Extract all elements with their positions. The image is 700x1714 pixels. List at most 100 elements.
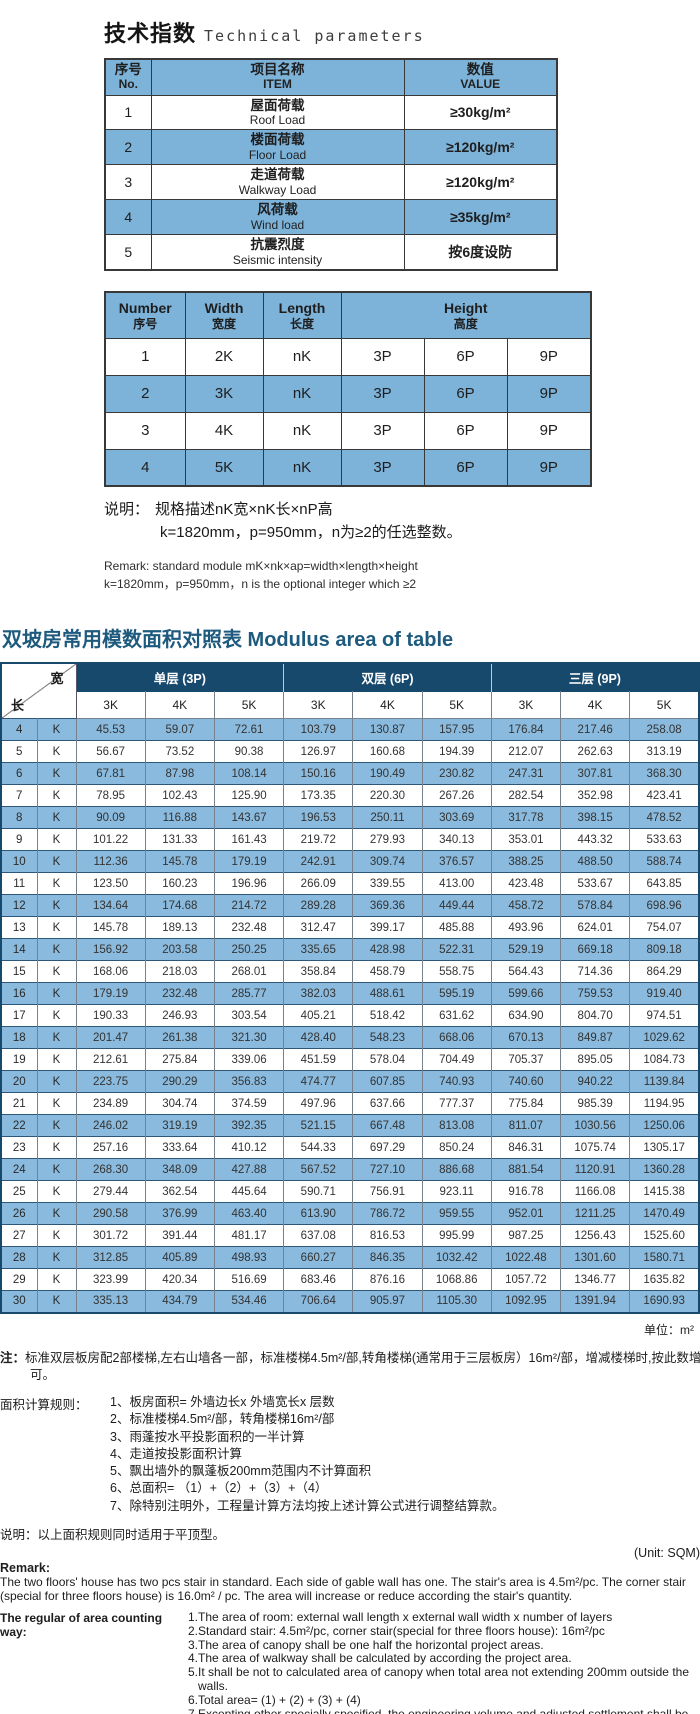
modulus-table-row: 8 K 90.09 116.88 143.67 196.53 250.11 303.69 317… bbox=[1, 806, 700, 829]
module-table-row: 1 2K nK 3P 6P 9P bbox=[104, 337, 592, 376]
module-header-cell: Length 长度 bbox=[262, 291, 342, 339]
modulus-k-cell: K bbox=[37, 784, 77, 807]
modulus-k-cell: K bbox=[37, 806, 77, 829]
modulus-k-cell: K bbox=[37, 1202, 77, 1225]
modulus-area-cell: 816.53 bbox=[352, 1224, 423, 1247]
modulus-area-cell: 410.12 bbox=[214, 1136, 285, 1159]
modulus-area-cell: 1166.08 bbox=[560, 1180, 631, 1203]
modulus-table-row: 13 K 145.78 189.13 232.48 312.47 399.17 485.88 4… bbox=[1, 916, 700, 939]
modulus-area-cell: 463.40 bbox=[214, 1202, 285, 1225]
modulus-table-row: 26 K 290.58 376.99 463.40 613.90 786.72 959.55 9… bbox=[1, 1202, 700, 1225]
modulus-area-cell: 219.72 bbox=[283, 828, 354, 851]
modulus-area-cell: 488.50 bbox=[560, 850, 631, 873]
modulus-length-cell: 10 bbox=[1, 850, 38, 873]
modulus-subheader-cell: 4K bbox=[144, 691, 215, 720]
tech-item-zh: 风荷载 bbox=[257, 202, 298, 218]
modulus-k-cell: K bbox=[37, 828, 77, 851]
modulus-area-cell: 168.06 bbox=[76, 960, 146, 983]
modulus-k-cell: K bbox=[37, 894, 77, 917]
tech-table-row: 4 风荷载 Wind load ≥35kg/m² bbox=[104, 199, 558, 236]
modulus-length-cell: 17 bbox=[1, 1004, 38, 1027]
tech-header-row: 序号 No. 项目名称 ITEM 数值 VALUE bbox=[104, 58, 558, 96]
modulus-area-cell: 102.43 bbox=[145, 784, 215, 807]
modulus-k-cell: K bbox=[37, 740, 77, 763]
module-cell: 6P bbox=[423, 448, 508, 487]
module-cell: 6P bbox=[423, 411, 508, 450]
modulus-area-cell: 786.72 bbox=[352, 1202, 423, 1225]
tech-title-en: Technical parameters bbox=[204, 27, 425, 45]
tech-item-en: Walkway Load bbox=[238, 182, 317, 197]
modulus-area-cell: 974.51 bbox=[629, 1004, 700, 1027]
modulus-area-cell: 131.33 bbox=[145, 828, 215, 851]
module-cell: 3P bbox=[340, 337, 425, 376]
tech-header-value-zh: 数值 bbox=[466, 62, 494, 78]
modulus-area-cell: 250.11 bbox=[352, 806, 423, 829]
tech-header-value-en: VALUE bbox=[460, 77, 501, 92]
modulus-area-cell: 242.91 bbox=[283, 850, 354, 873]
modulus-area-cell: 493.96 bbox=[491, 916, 562, 939]
area-rules-list-en: 1.The area of room: external wall length… bbox=[188, 1610, 698, 1714]
modulus-area-cell: 445.64 bbox=[214, 1180, 285, 1203]
modulus-k-cell: K bbox=[37, 718, 77, 741]
tech-item-zh: 楼面荷载 bbox=[250, 132, 305, 148]
modulus-area-cell: 214.72 bbox=[214, 894, 285, 917]
modulus-area-cell: 849.87 bbox=[560, 1026, 631, 1049]
modulus-area-cell: 323.99 bbox=[76, 1268, 146, 1291]
modulus-area-cell: 257.16 bbox=[76, 1136, 146, 1159]
modulus-area-cell: 312.47 bbox=[283, 916, 354, 939]
tech-title-zh: 技术指数 bbox=[104, 21, 197, 46]
module-header-zh: 长度 bbox=[289, 316, 314, 331]
modulus-area-cell: 578.84 bbox=[560, 894, 631, 917]
modulus-table-row: 10 K 112.36 145.78 179.19 242.91 309.74 376.57 3… bbox=[1, 850, 700, 873]
modulus-area-cell: 262.63 bbox=[560, 740, 631, 763]
modulus-area-cell: 78.95 bbox=[76, 784, 146, 807]
modulus-area-cell: 1346.77 bbox=[560, 1268, 631, 1291]
technical-parameters-table: 序号 No. 项目名称 ITEM 数值 VALUE 1 屋面荷载 Roof Load… bbox=[104, 58, 558, 272]
modulus-area-cell: 319.19 bbox=[145, 1114, 215, 1137]
modulus-area-cell: 405.21 bbox=[283, 1004, 354, 1027]
area-rules-list-zh: 1、板房面积= 外墙边长x 外墙宽长x 层数 2、标准楼梯4.5m²/部，转角楼梯… bbox=[110, 1394, 504, 1515]
modulus-table-row: 11 K 123.50 160.23 196.96 266.09 339.55 413.00 4… bbox=[1, 872, 700, 895]
modulus-area-cell: 268.30 bbox=[76, 1158, 146, 1181]
modulus-area-cell: 101.22 bbox=[76, 828, 146, 851]
modulus-area-cell: 668.06 bbox=[422, 1026, 492, 1049]
modulus-k-cell: K bbox=[37, 1290, 77, 1313]
module-table-row: 3 4K nK 3P 6P 9P bbox=[104, 411, 592, 450]
module-cell: nK bbox=[262, 374, 342, 413]
tech-section-title: 技术指数 Technical parameters bbox=[104, 16, 590, 48]
area-rule-item-zh: 4、走道按投影面积计算 bbox=[110, 1446, 242, 1461]
modulus-area-cell: 669.18 bbox=[560, 938, 631, 961]
modulus-k-cell: K bbox=[37, 1246, 77, 1269]
modulus-area-cell: 388.25 bbox=[491, 850, 562, 873]
spec-note: 说明： 规格描述nK宽×nK长×nP高 k=1820mm，p=950mm，n为≥2… bbox=[104, 499, 590, 593]
modulus-area-cell: 1635.82 bbox=[629, 1268, 700, 1291]
module-header-row: Number 序号 Width 宽度 Length 长度 Height 高度 bbox=[104, 291, 592, 339]
modulus-area-cell: 427.88 bbox=[214, 1158, 285, 1181]
unit-note-zh: 单位：m² bbox=[644, 1322, 694, 1337]
module-cell: 3 bbox=[104, 411, 186, 450]
modulus-area-table: 宽 长 单层 (3P) 双层 (6P) 三层 (9P) 3K 4K 5K 3K 4K 5K… bbox=[0, 662, 700, 1314]
module-header-cell: Width 宽度 bbox=[184, 291, 264, 339]
modulus-area-cell: 905.97 bbox=[352, 1290, 423, 1313]
modulus-area-cell: 428.98 bbox=[352, 938, 423, 961]
modulus-table-row: 21 K 234.89 304.74 374.59 497.96 637.66 777.37 7… bbox=[1, 1092, 700, 1115]
modulus-area-cell: 250.25 bbox=[214, 938, 285, 961]
modulus-area-cell: 376.57 bbox=[422, 850, 492, 873]
module-cell: 9P bbox=[506, 411, 592, 450]
modulus-area-cell: 706.64 bbox=[283, 1290, 354, 1313]
tech-row-number: 5 bbox=[104, 234, 152, 271]
modulus-area-cell: 212.61 bbox=[76, 1048, 146, 1071]
module-header-zh: 宽度 bbox=[211, 316, 236, 331]
modulus-area-cell: 173.35 bbox=[283, 784, 354, 807]
modulus-area-cell: 123.50 bbox=[76, 872, 146, 895]
modulus-length-cell: 15 bbox=[1, 960, 38, 983]
modulus-area-cell: 339.06 bbox=[214, 1048, 285, 1071]
modulus-area-cell: 90.09 bbox=[76, 806, 146, 829]
modulus-area-cell: 279.44 bbox=[76, 1180, 146, 1203]
modulus-area-cell: 56.67 bbox=[76, 740, 146, 763]
modulus-area-cell: 599.66 bbox=[491, 982, 562, 1005]
modulus-area-cell: 714.36 bbox=[560, 960, 631, 983]
modulus-area-cell: 145.78 bbox=[76, 916, 146, 939]
modulus-area-cell: 232.48 bbox=[145, 982, 215, 1005]
modulus-area-cell: 201.47 bbox=[76, 1026, 146, 1049]
